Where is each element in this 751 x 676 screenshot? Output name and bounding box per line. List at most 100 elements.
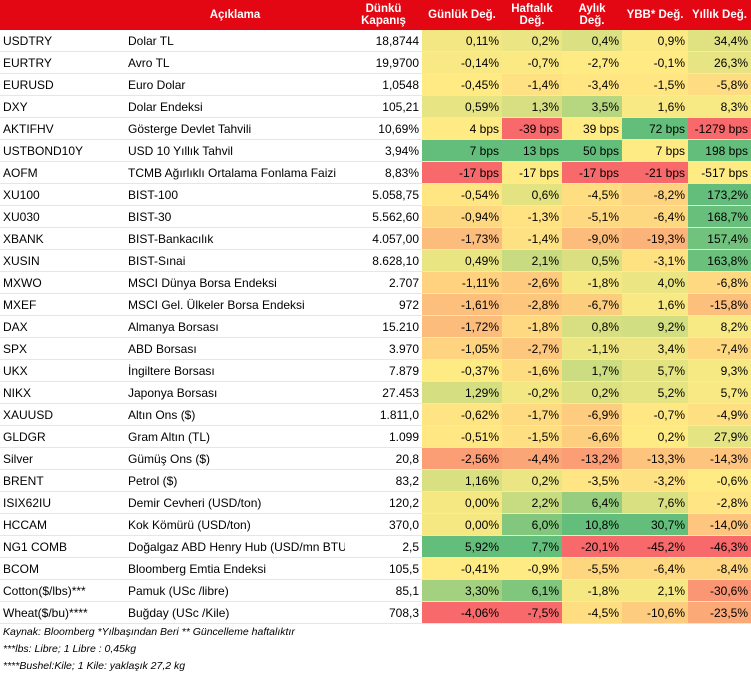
value-cell: 2,2%: [502, 491, 562, 514]
header-cell: Haftalık Değ.: [502, 0, 562, 30]
value-cell: 1,0548: [345, 73, 422, 96]
header-cell: Günlük Değ.: [422, 0, 502, 30]
value-cell: 5.058,75: [345, 183, 422, 206]
label-cell: USTBOND10Y: [0, 139, 125, 162]
value-cell: 157,4%: [688, 227, 751, 250]
value-cell: -8,2%: [622, 183, 688, 206]
value-cell: -0,1%: [622, 51, 688, 74]
value-cell: 1.811,0: [345, 403, 422, 426]
value-cell: -0,62%: [422, 403, 502, 426]
footnote: ****Bushel:Kile; 1 Kile: yaklaşık 27,2 k…: [3, 660, 186, 672]
value-cell: 0,2%: [562, 381, 622, 404]
table-row: DAX Almanya Borsası 15.210 -1,72% -1,8% 0,8% 9…: [0, 315, 751, 338]
value-cell: -6,7%: [562, 293, 622, 316]
value-cell: -3,2%: [622, 469, 688, 492]
label-cell: Doğalgaz ABD Henry Hub (USD/mn BTU): [125, 535, 345, 558]
value-cell: -4,4%: [502, 447, 562, 470]
header-cell: [0, 0, 125, 30]
label-cell: HCCAM: [0, 513, 125, 536]
label-cell: DAX: [0, 315, 125, 338]
label-cell: AKTIFHV: [0, 117, 125, 140]
label-cell: ABD Borsası: [125, 337, 345, 360]
table-row: XAUUSD Altın Ons ($) 1.811,0 -0,62% -1,7% -6,…: [0, 403, 751, 426]
table-row: EURUSD Euro Dolar 1,0548 -0,45% -1,4% -3,4% -1…: [0, 73, 751, 96]
value-cell: 27.453: [345, 381, 422, 404]
value-cell: 85,1: [345, 579, 422, 602]
label-cell: UKX: [0, 359, 125, 382]
value-cell: 13 bps: [502, 139, 562, 162]
value-cell: 198 bps: [688, 139, 751, 162]
value-cell: 370,0: [345, 513, 422, 536]
value-cell: -5,5%: [562, 557, 622, 580]
table-row: XUSIN BIST-Sınai 8.628,10 0,49% 2,1% 0,5% -3,1…: [0, 249, 751, 272]
value-cell: -5,8%: [688, 73, 751, 96]
value-cell: -3,4%: [562, 73, 622, 96]
value-cell: -5,1%: [562, 205, 622, 228]
label-cell: EURUSD: [0, 73, 125, 96]
value-cell: 6,4%: [562, 491, 622, 514]
label-cell: TCMB Ağırlıklı Ortalama Fonlama Faizi: [125, 161, 345, 184]
value-cell: -1,8%: [562, 579, 622, 602]
value-cell: 0,9%: [622, 30, 688, 52]
label-cell: MSCI Dünya Borsa Endeksi: [125, 271, 345, 294]
value-cell: 0,6%: [502, 183, 562, 206]
value-cell: 2,1%: [502, 249, 562, 272]
value-cell: 4.057,00: [345, 227, 422, 250]
table-row: XU100 BIST-100 5.058,75 -0,54% 0,6% -4,5% -8,2…: [0, 183, 751, 206]
value-cell: -30,6%: [688, 579, 751, 602]
table-row: BCOM Bloomberg Emtia Endeksi 105,5 -0,41% -0…: [0, 557, 751, 580]
table-row: Wheat($/bu)**** Buğday (USc /Kile) 708,3 -4…: [0, 601, 751, 624]
label-cell: GLDGR: [0, 425, 125, 448]
value-cell: 7 bps: [622, 139, 688, 162]
value-cell: 10,69%: [345, 117, 422, 140]
label-cell: Gram Altın (TL): [125, 425, 345, 448]
label-cell: Silver: [0, 447, 125, 470]
value-cell: 30,7%: [622, 513, 688, 536]
value-cell: 8,3%: [688, 95, 751, 118]
value-cell: -46,3%: [688, 535, 751, 558]
label-cell: XUSIN: [0, 249, 125, 272]
value-cell: 5,2%: [622, 381, 688, 404]
table-row: USDTRY Dolar TL 18,8744 0,11% 0,2% 0,4% 0,9% 34…: [0, 30, 751, 52]
value-cell: 8,2%: [688, 315, 751, 338]
value-cell: 6,1%: [502, 579, 562, 602]
table-row: SPX ABD Borsası 3.970 -1,05% -2,7% -1,1% 3,4% -…: [0, 337, 751, 360]
label-cell: USDTRY: [0, 30, 125, 52]
value-cell: 9,2%: [622, 315, 688, 338]
label-cell: ISIX62IU: [0, 491, 125, 514]
value-cell: 7 bps: [422, 139, 502, 162]
table-row: XU030 BIST-30 5.562,60 -0,94% -1,3% -5,1% -6,4…: [0, 205, 751, 228]
value-cell: 10,8%: [562, 513, 622, 536]
table-row: Silver Gümüş Ons ($) 20,8 -2,56% -4,4% -13,2%…: [0, 447, 751, 470]
label-cell: BIST-100: [125, 183, 345, 206]
value-cell: 15.210: [345, 315, 422, 338]
header-row: Açıklama Dünkü Kapanış Günlük Değ. Haftalık…: [0, 0, 751, 30]
value-cell: 0,2%: [502, 30, 562, 52]
label-cell: NIKX: [0, 381, 125, 404]
label-cell: AOFM: [0, 161, 125, 184]
value-cell: 2,5: [345, 535, 422, 558]
table-row: ISIX62IU Demir Cevheri (USD/ton) 120,2 0,00…: [0, 491, 751, 514]
value-cell: 1,16%: [422, 469, 502, 492]
value-cell: 72 bps: [622, 117, 688, 140]
value-cell: -6,6%: [562, 425, 622, 448]
value-cell: 0,2%: [622, 425, 688, 448]
value-cell: -0,14%: [422, 51, 502, 74]
value-cell: 5,7%: [622, 359, 688, 382]
value-cell: 9,3%: [688, 359, 751, 382]
label-cell: EURTRY: [0, 51, 125, 74]
value-cell: 5,92%: [422, 535, 502, 558]
value-cell: -13,2%: [562, 447, 622, 470]
value-cell: -6,4%: [622, 205, 688, 228]
label-cell: BIST-Bankacılık: [125, 227, 345, 250]
value-cell: 7.879: [345, 359, 422, 382]
value-cell: -23,5%: [688, 601, 751, 624]
value-cell: -517 bps: [688, 161, 751, 184]
label-cell: MSCI Gel. Ülkeler Borsa Endeksi: [125, 293, 345, 316]
table-row: NIKX Japonya Borsası 27.453 1,29% -0,2% 0,2% 5…: [0, 381, 751, 404]
table-body: USDTRY Dolar TL 18,8744 0,11% 0,2% 0,4% 0,9% 34…: [0, 30, 751, 624]
value-cell: 708,3: [345, 601, 422, 624]
value-cell: -0,6%: [688, 469, 751, 492]
value-cell: 0,2%: [502, 469, 562, 492]
value-cell: 39 bps: [562, 117, 622, 140]
